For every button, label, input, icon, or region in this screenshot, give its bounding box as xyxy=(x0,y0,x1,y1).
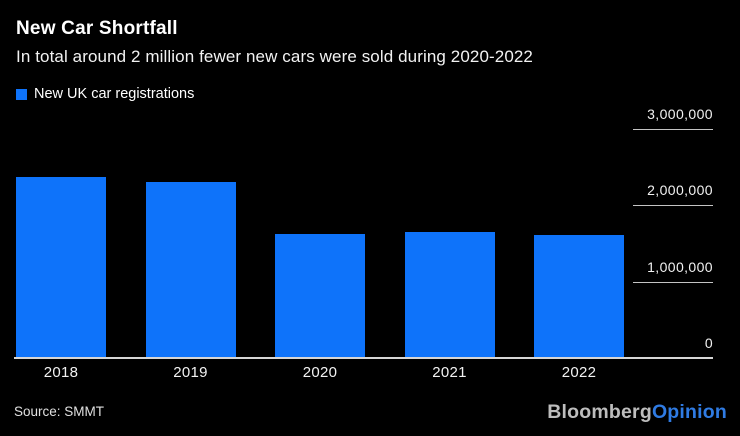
legend: New UK car registrations xyxy=(16,86,194,102)
x-axis-label-2022: 2022 xyxy=(561,364,597,381)
x-axis-label-2018: 2018 xyxy=(43,364,79,381)
bloomberg-wordmark: Bloomberg xyxy=(547,401,652,423)
bloomberg-opinion-logo: BloombergOpinion xyxy=(547,401,727,424)
bar-2018 xyxy=(16,177,106,358)
x-axis-label-2020: 2020 xyxy=(302,364,338,381)
x-axis-label-2021: 2021 xyxy=(432,364,467,381)
y-tick-label-0: 0 xyxy=(704,335,713,351)
y-tick-line-2,000,000 xyxy=(633,205,713,207)
bar-2021 xyxy=(404,232,495,358)
source-text: Source: SMMT xyxy=(14,404,105,419)
y-tick-label-2,000,000: 2,000,000 xyxy=(647,182,713,199)
bar-2020 xyxy=(275,233,365,358)
y-tick-label-3,000,000: 3,000,000 xyxy=(647,106,713,122)
x-axis-baseline xyxy=(14,357,713,359)
y-tick-line-1,000,000 xyxy=(633,281,713,283)
chart-subtitle: In total around 2 million fewer new cars… xyxy=(16,47,533,66)
opinion-wordmark: Opinion xyxy=(651,401,727,423)
chart-title: New Car Shortfall xyxy=(16,18,178,39)
x-axis-label-2019: 2019 xyxy=(173,364,208,381)
legend-swatch-icon xyxy=(16,88,27,100)
bar-2019 xyxy=(145,181,236,358)
legend-label: New UK car registrations xyxy=(34,86,195,102)
y-tick-label-1,000,000: 1,000,000 xyxy=(647,258,713,275)
bar-2022 xyxy=(534,234,624,358)
y-tick-line-3,000,000 xyxy=(633,129,713,130)
